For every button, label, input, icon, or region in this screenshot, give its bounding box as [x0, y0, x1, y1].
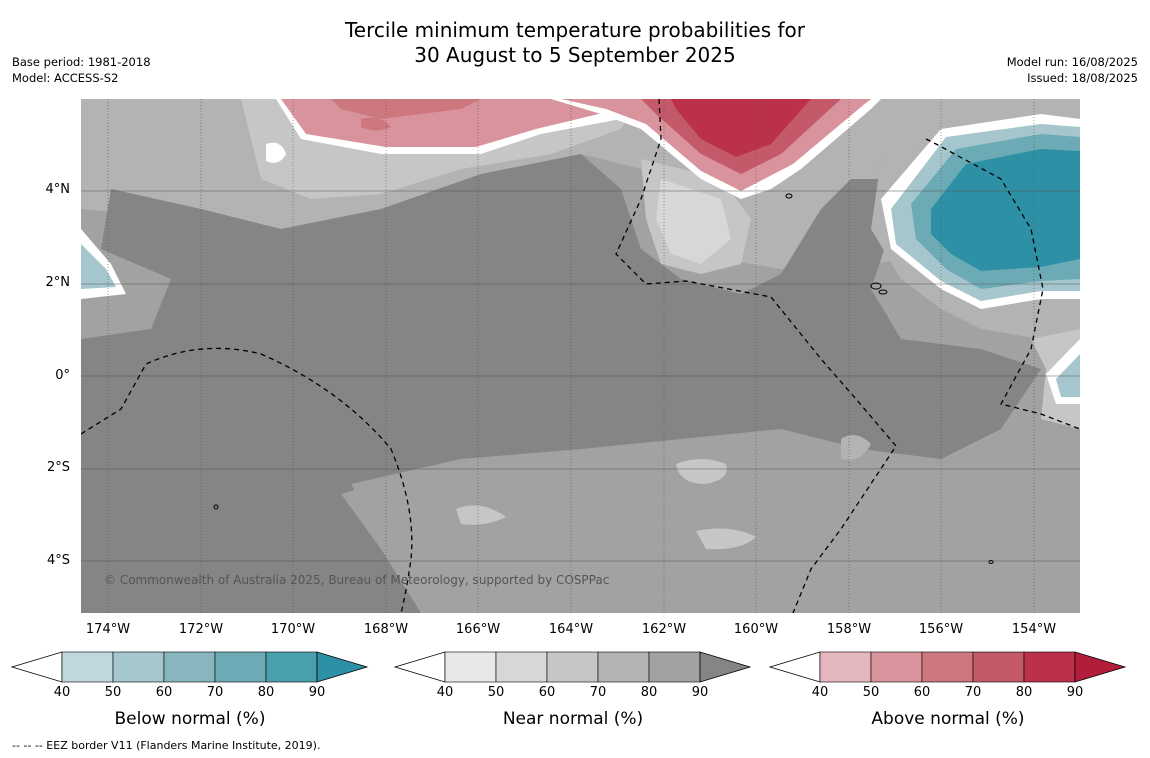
- colorbar-segment: [265, 651, 318, 683]
- colorbar-tick-label: 80: [1015, 685, 1033, 700]
- colorbar-tick-label: 70: [964, 685, 982, 700]
- near-normal-80-south: [341, 439, 951, 613]
- model-text: Model: ACCESS-S2: [12, 71, 119, 85]
- colorbar-tick-label: 70: [206, 685, 224, 700]
- colorbar-segment: [495, 651, 548, 683]
- colorbar-tick-label: 40: [811, 685, 829, 700]
- colorbar-below-normal: [10, 651, 369, 683]
- x-tick-164w: 164°W: [548, 622, 594, 637]
- copyright-text: © Commonwealth of Australia 2025, Bureau…: [104, 573, 609, 587]
- colorbar-segment: [112, 651, 165, 683]
- y-tick-2s: 2°S: [46, 460, 70, 475]
- near-normal-light-blob-4: [841, 435, 871, 460]
- colorbar-extend-high: [699, 651, 752, 683]
- eez-borders: [81, 99, 1080, 613]
- colorbar-extend-high: [316, 651, 369, 683]
- probability-map: © Commonwealth of Australia 2025, Bureau…: [81, 99, 1080, 613]
- colorbar-tick-label: 50: [487, 685, 505, 700]
- colorbar-extend-low: [10, 651, 63, 683]
- map-title: Tercile minimum temperature probabilitie…: [0, 18, 1150, 68]
- colorbar-segment: [597, 651, 650, 683]
- title-line-2: 30 August to 5 September 2025: [414, 43, 736, 67]
- latitude-lines: [81, 190, 1080, 562]
- colorbar-extend-high: [1074, 651, 1127, 683]
- colorbar-near-normal: [393, 651, 752, 683]
- x-tick-160w: 160°W: [733, 622, 779, 637]
- colorbar-extend-low: [768, 651, 821, 683]
- below-normal-region-east: [881, 114, 1080, 404]
- colorbar-tick-label: 70: [589, 685, 607, 700]
- y-tick-2n: 2°N: [45, 275, 71, 290]
- above-normal-region-west: [276, 99, 626, 154]
- x-tick-174w: 174°W: [85, 622, 131, 637]
- colorbar-segment: [163, 651, 216, 683]
- colorbar-segment: [819, 651, 872, 683]
- colorbar-segment: [1023, 651, 1076, 683]
- meta-left: Base period: 1981-2018 Model: ACCESS-S2: [12, 54, 151, 86]
- islands: [213, 193, 994, 564]
- colorbar-segment: [61, 651, 114, 683]
- y-tick-0: 0°: [55, 368, 70, 383]
- colorbar-tick-label: 60: [538, 685, 556, 700]
- colorbar-segment: [546, 651, 599, 683]
- colorbar-title-above: Above normal (%): [871, 709, 1025, 729]
- x-tick-166w: 166°W: [455, 622, 501, 637]
- colorbar-tick-label: 40: [53, 685, 71, 700]
- x-tick-154w: 154°W: [1011, 622, 1057, 637]
- x-tick-158w: 158°W: [826, 622, 872, 637]
- meta-right: Model run: 16/08/2025 Issued: 18/08/2025: [1007, 54, 1138, 86]
- base-period-text: Base period: 1981-2018: [12, 55, 151, 69]
- colorbar-tick-label: 80: [640, 685, 658, 700]
- colorbar-above-normal: [768, 651, 1127, 683]
- near-normal-light-blob-3: [696, 528, 756, 550]
- colorbar-segment: [921, 651, 974, 683]
- colorbar-tick-label: 60: [155, 685, 173, 700]
- colorbar-segment: [648, 651, 701, 683]
- y-tick-4n: 4°N: [45, 182, 71, 197]
- colorbar-tick-label: 90: [308, 685, 326, 700]
- white-blob: [266, 142, 286, 163]
- colorbar-tick-label: 90: [1066, 685, 1084, 700]
- colorbar-tick-label: 50: [862, 685, 880, 700]
- colorbar-tick-label: 50: [104, 685, 122, 700]
- x-tick-156w: 156°W: [918, 622, 964, 637]
- above-normal-region-center: [551, 99, 881, 199]
- colorbar-extend-low: [393, 651, 446, 683]
- x-tick-172w: 172°W: [178, 622, 224, 637]
- colorbar-tick-label: 60: [913, 685, 931, 700]
- colorbar-segment: [972, 651, 1025, 683]
- colorbar-segment: [444, 651, 497, 683]
- x-tick-170w: 170°W: [270, 622, 316, 637]
- near-normal-90-region: [81, 154, 1041, 613]
- y-tick-4s: 4°S: [46, 553, 70, 568]
- x-tick-168w: 168°W: [363, 622, 409, 637]
- model-run-text: Model run: 16/08/2025: [1006, 55, 1138, 69]
- colorbar-tick-label: 40: [436, 685, 454, 700]
- colorbar-tick-label: 80: [257, 685, 275, 700]
- footnote: -- -- -- EEZ border V11 (Flanders Marine…: [12, 739, 321, 752]
- issued-text: Issued: 18/08/2025: [1027, 71, 1138, 85]
- colorbar-title-near: Near normal (%): [502, 709, 644, 729]
- x-tick-162w: 162°W: [641, 622, 687, 637]
- near-normal-light-blob-2: [456, 505, 506, 525]
- colorbar-tick-label: 90: [691, 685, 709, 700]
- colorbar-title-below: Below normal (%): [114, 709, 266, 729]
- near-normal-light-blob-1: [676, 459, 727, 484]
- colorbar-segment: [870, 651, 923, 683]
- near-normal-50-region: [656, 179, 731, 264]
- colorbar-segment: [214, 651, 267, 683]
- below-normal-region-west: [81, 229, 126, 299]
- title-line-1: Tercile minimum temperature probabilitie…: [344, 18, 806, 42]
